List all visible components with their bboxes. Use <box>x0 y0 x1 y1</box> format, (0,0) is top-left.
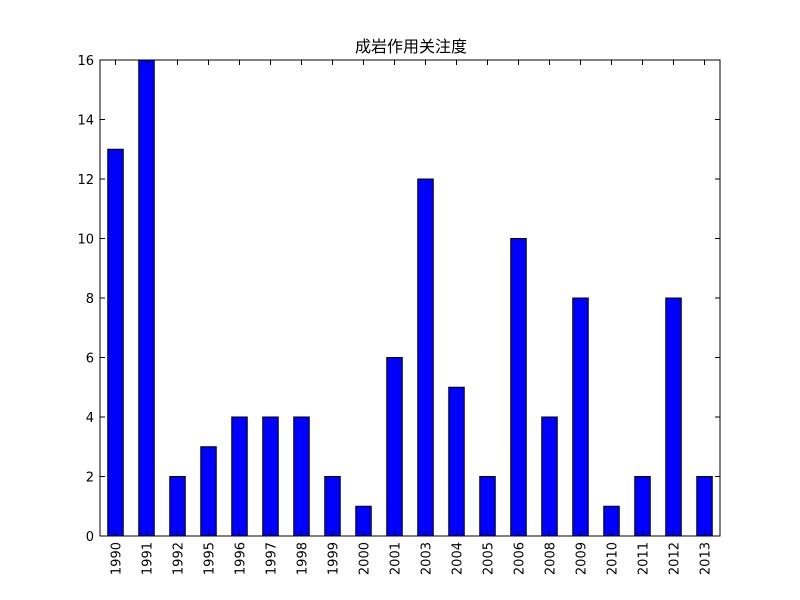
y-tick-label: 8 <box>86 292 94 307</box>
x-tick-label: 1999 <box>327 542 342 575</box>
y-axis: 0 2 4 6 8 10 12 14 16 <box>77 54 720 545</box>
y-tick-label: 16 <box>77 54 94 69</box>
bar-2005 <box>479 476 496 537</box>
x-tick-label: 1995 <box>203 542 218 575</box>
x-tick-label: 2012 <box>668 542 683 575</box>
y-tick-label: 2 <box>86 471 94 486</box>
bar-1995 <box>200 446 217 537</box>
x-tick-label: 2005 <box>482 542 497 575</box>
x-tick-label: 1997 <box>265 542 280 575</box>
bar-1991 <box>138 59 155 537</box>
x-tick-label: 2010 <box>606 542 621 575</box>
bar-1998 <box>293 416 310 537</box>
x-tick-label: 2001 <box>389 542 404 575</box>
bar-2003 <box>417 178 434 537</box>
bar-2006 <box>510 238 527 537</box>
x-tick-label: 2004 <box>451 542 466 575</box>
bar-1996 <box>231 416 248 537</box>
bar-2004 <box>448 386 465 537</box>
x-tick-label: 1996 <box>234 542 249 575</box>
y-tick-label: 14 <box>77 114 94 129</box>
x-tick-label: 2000 <box>358 542 373 575</box>
bar-1999 <box>324 476 341 537</box>
y-tick-label: 4 <box>86 411 94 426</box>
x-tick-label: 1991 <box>141 542 156 575</box>
bars-group <box>107 59 713 537</box>
bar-2008 <box>541 416 558 537</box>
y-tick-label: 10 <box>77 233 94 248</box>
x-tick-label: 2008 <box>544 542 559 575</box>
x-tick-label: 2013 <box>699 542 714 575</box>
x-tick-label: 2011 <box>637 542 652 575</box>
bar-2009 <box>572 297 589 537</box>
y-tick-label: 12 <box>77 173 94 188</box>
x-tick-label: 2003 <box>420 542 435 575</box>
chart-title: 成岩作用关注度 <box>355 37 467 56</box>
plot-frame <box>99 59 721 537</box>
bar-1997 <box>262 416 279 537</box>
x-tick-label: 1990 <box>110 542 125 575</box>
bar-2011 <box>634 476 651 537</box>
bar-1990 <box>107 148 124 537</box>
bar-2001 <box>386 357 403 537</box>
x-tick-label: 2009 <box>575 542 590 575</box>
bar-1992 <box>169 476 186 537</box>
x-tick-label: 1992 <box>172 542 187 575</box>
x-tick-label: 1998 <box>296 542 311 575</box>
bar-2013 <box>696 476 713 537</box>
x-axis: 1990 1991 1992 1995 1996 1997 1998 1999 2000 2001… <box>110 60 714 575</box>
y-tick-label: 6 <box>86 352 94 367</box>
x-tick-label: 2006 <box>513 542 528 575</box>
bar-2012 <box>665 297 682 537</box>
y-tick-label: 0 <box>86 530 94 545</box>
